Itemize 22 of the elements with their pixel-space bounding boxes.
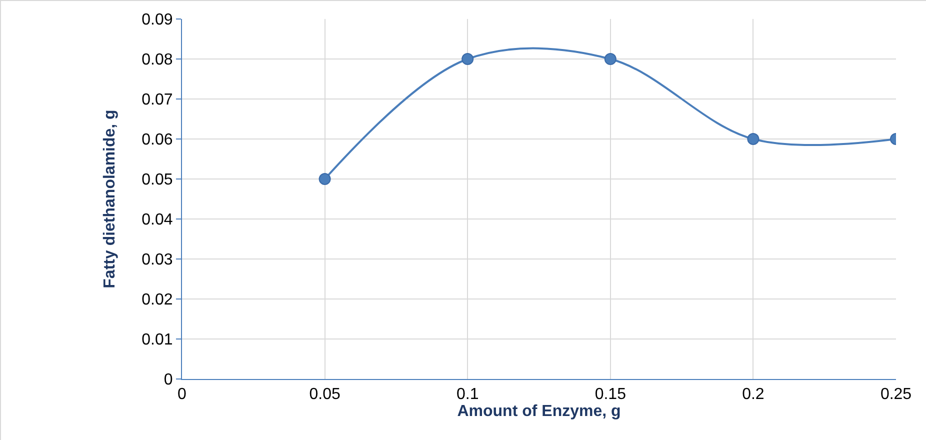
y-tick-label: 0.09 xyxy=(142,12,173,29)
y-tick-label: 0.08 xyxy=(142,52,173,69)
x-tick-label: 0.2 xyxy=(742,386,764,404)
x-tick-label: 0.05 xyxy=(309,386,340,404)
point xyxy=(747,133,760,145)
x-axis-title: Amount of Enzyme, g xyxy=(457,403,621,420)
x-tick-label: 0.25 xyxy=(880,386,912,404)
y-tick-label: 0.03 xyxy=(142,252,173,269)
point xyxy=(604,53,616,65)
y-tick-label: 0.06 xyxy=(142,132,173,149)
y-tick-label: 0.04 xyxy=(142,212,173,229)
x-tick-label: 0 xyxy=(178,386,187,404)
point xyxy=(462,53,474,65)
y-axis-title: Fatty diethanolamide, g xyxy=(102,110,119,288)
y-tick-label: 0.02 xyxy=(142,292,173,309)
x-tick-label: 0.15 xyxy=(594,386,626,404)
y-tick-label: 0.05 xyxy=(142,172,173,189)
y-tick-label: 0.07 xyxy=(142,92,173,109)
y-tick-label: 0 xyxy=(164,372,173,389)
y-tick-label: 0.01 xyxy=(142,332,173,349)
x-tick-label: 0.1 xyxy=(456,386,479,404)
point xyxy=(318,173,331,185)
